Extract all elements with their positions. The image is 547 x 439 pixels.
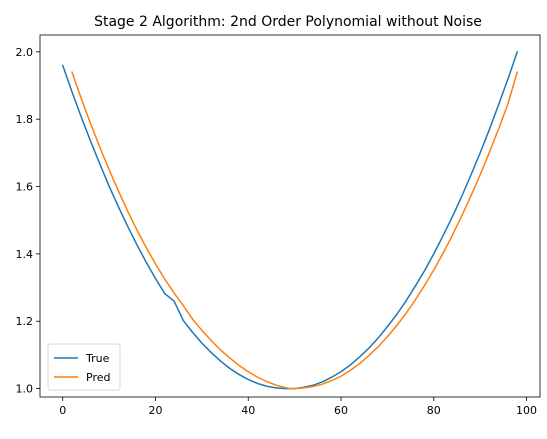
- legend-label-true: True: [85, 352, 110, 365]
- y-tick-label: 1.4: [16, 248, 34, 261]
- x-tick-label: 80: [427, 404, 441, 417]
- y-tick-label: 2.0: [16, 46, 34, 59]
- legend: True Pred: [47, 343, 121, 391]
- x-tick-label: 40: [241, 404, 255, 417]
- x-tick-label: 60: [334, 404, 348, 417]
- x-tick-label: 0: [59, 404, 66, 417]
- legend-label-pred: Pred: [86, 371, 110, 384]
- plot-area: 0 20 40 60 80 100 1.0 1.2 1.4 1.6 1.8 2.0 True Pred: [16, 34, 541, 417]
- series-line-pred: [71, 71, 519, 390]
- axes-frame: [39, 34, 541, 398]
- y-tick-label: 1.6: [16, 181, 34, 194]
- x-tick-label: 100: [516, 404, 537, 417]
- y-tick-label: 1.8: [16, 113, 34, 126]
- chart-title: Stage 2 Algorithm: 2nd Order Polynomial …: [94, 14, 482, 30]
- y-tick-label: 1.2: [16, 315, 34, 328]
- x-tick-label: 20: [148, 404, 162, 417]
- legend-box: [47, 343, 121, 391]
- y-tick-label: 1.0: [16, 383, 34, 396]
